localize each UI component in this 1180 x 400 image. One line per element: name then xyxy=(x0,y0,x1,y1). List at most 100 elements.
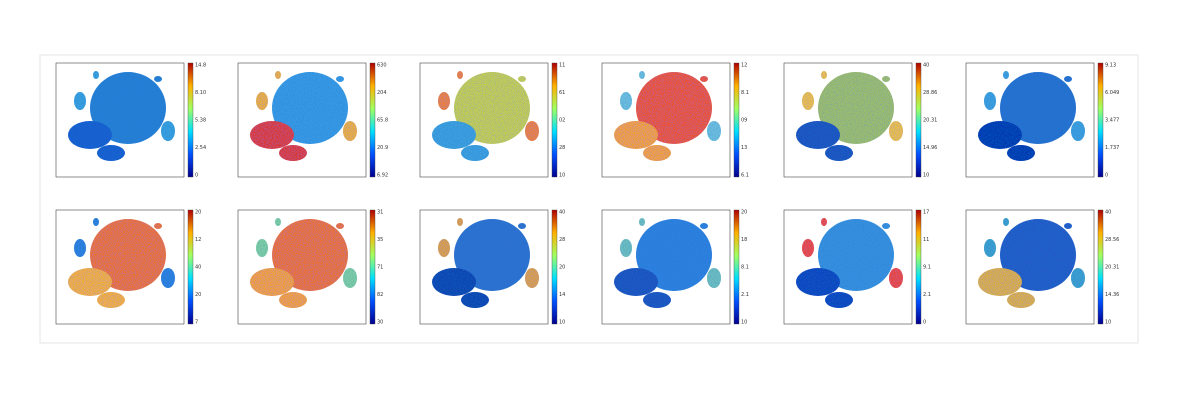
cluster xyxy=(74,239,86,257)
colorbar-tick-label: 14 xyxy=(559,292,565,298)
colorbar-tick-label: 20 xyxy=(741,210,747,216)
cluster xyxy=(256,239,268,257)
cluster xyxy=(256,92,268,110)
cluster xyxy=(1003,218,1009,226)
colorbar-tick-label: 9.1 xyxy=(923,265,931,271)
cluster xyxy=(1064,76,1072,82)
cluster xyxy=(889,121,903,141)
colorbar-tick-label: 40 xyxy=(559,210,565,216)
colorbar-tick-label: 65.8 xyxy=(377,118,388,124)
cluster xyxy=(821,71,827,79)
colorbar-tick-label: 61 xyxy=(559,90,565,96)
colorbar-tick-label: 02 xyxy=(559,118,565,124)
cluster xyxy=(518,76,526,82)
cell-map xyxy=(796,218,903,308)
colorbar-tick-label: 10 xyxy=(923,173,929,179)
cell-map xyxy=(978,71,1085,161)
colorbar xyxy=(915,62,922,178)
colorbar-tick-label: 12 xyxy=(195,237,201,243)
colorbar-tick-label: 82 xyxy=(377,292,383,298)
cluster xyxy=(154,223,162,229)
cluster xyxy=(461,145,489,161)
colorbar-tick-label: 28.56 xyxy=(1105,237,1119,243)
colorbar xyxy=(733,62,740,178)
cluster xyxy=(978,268,1022,296)
colorbar-tick-label: 13 xyxy=(741,145,747,151)
cluster xyxy=(796,268,840,296)
colorbar-tick-label: 8.10 xyxy=(195,90,206,96)
cell-map xyxy=(432,218,539,308)
colorbar-tick-label: 8.1 xyxy=(741,265,749,271)
colorbar-tick-label: 20.9 xyxy=(377,145,388,151)
panel: 20 18 8.1 2.1 10 xyxy=(601,210,749,326)
cluster xyxy=(68,121,112,149)
colorbar xyxy=(1097,62,1104,178)
colorbar-tick-label: 28.86 xyxy=(923,90,937,96)
cluster xyxy=(643,292,671,308)
cluster xyxy=(336,76,344,82)
cluster xyxy=(636,219,712,291)
cluster xyxy=(821,218,827,226)
cluster xyxy=(279,145,307,161)
panel: 17 11 9.1 2.1 0 xyxy=(783,210,931,326)
cluster xyxy=(432,268,476,296)
cluster xyxy=(68,268,112,296)
colorbar-tick-label: 14.8 xyxy=(195,63,206,69)
cluster xyxy=(93,71,99,79)
colorbar-tick-label: 0 xyxy=(1105,173,1108,179)
cluster xyxy=(620,92,632,110)
cluster xyxy=(161,268,175,288)
cluster xyxy=(97,145,125,161)
colorbar xyxy=(369,62,376,178)
cluster xyxy=(1064,223,1072,229)
cell-map xyxy=(432,71,539,161)
colorbar-tick-label: 2.54 xyxy=(195,145,206,151)
colorbar-tick-label: 6.049 xyxy=(1105,90,1119,96)
colorbar-tick-label: 1.737 xyxy=(1105,145,1119,151)
panel: 20 12 40 20 7 xyxy=(55,210,201,326)
colorbar-tick-label: 28 xyxy=(559,145,565,151)
cluster xyxy=(97,292,125,308)
cluster xyxy=(984,239,996,257)
panel: 14.8 8.10 5.38 2.54 0 xyxy=(55,63,206,179)
cluster xyxy=(802,92,814,110)
colorbar-tick-label: 10 xyxy=(741,320,747,326)
colorbar-tick-label: 20 xyxy=(559,265,565,271)
cluster xyxy=(643,145,671,161)
cluster xyxy=(1071,268,1085,288)
cluster xyxy=(454,72,530,144)
colorbar-tick-label: 204 xyxy=(377,90,387,96)
cluster xyxy=(882,76,890,82)
cluster xyxy=(279,292,307,308)
colorbar xyxy=(369,209,376,325)
cell-map xyxy=(978,218,1085,308)
colorbar xyxy=(551,62,558,178)
cluster xyxy=(614,121,658,149)
figure-frame xyxy=(39,54,1139,344)
cluster xyxy=(343,268,357,288)
panel: 40 28.56 20.31 14.36 10 xyxy=(965,210,1119,326)
colorbar-tick-label: 6.92 xyxy=(377,173,388,179)
cluster xyxy=(343,121,357,141)
cluster xyxy=(93,218,99,226)
panel: 9.13 6.049 3.477 1.737 0 xyxy=(965,62,1119,179)
cell-map xyxy=(614,218,721,308)
cluster xyxy=(161,121,175,141)
cluster xyxy=(90,72,166,144)
cell-map xyxy=(250,71,357,161)
cell-map xyxy=(796,71,903,161)
cluster xyxy=(154,76,162,82)
cluster xyxy=(889,268,903,288)
cluster xyxy=(272,219,348,291)
cluster xyxy=(525,268,539,288)
colorbar xyxy=(551,209,558,325)
cluster xyxy=(336,223,344,229)
colorbar-tick-label: 20 xyxy=(195,210,201,216)
colorbar-tick-label: 0 xyxy=(923,320,926,326)
cluster xyxy=(518,223,526,229)
cluster xyxy=(614,268,658,296)
cluster xyxy=(707,121,721,141)
colorbar-tick-label: 10 xyxy=(559,320,565,326)
cluster xyxy=(457,218,463,226)
